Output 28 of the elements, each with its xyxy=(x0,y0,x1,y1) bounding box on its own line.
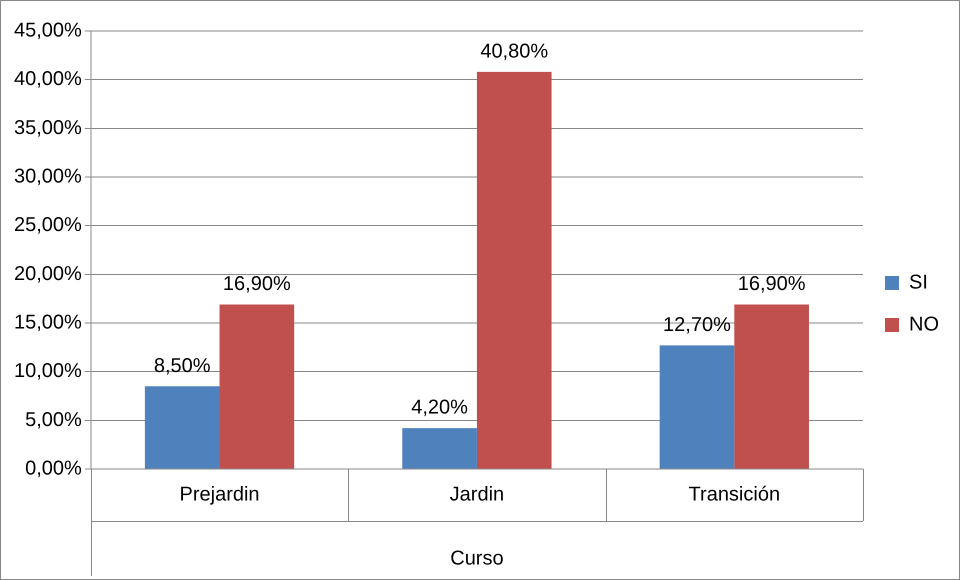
y-tick-label: 25,00% xyxy=(14,214,82,236)
y-tick-label: 30,00% xyxy=(14,166,82,188)
bar xyxy=(476,72,552,468)
x-tick-label: Prejardin xyxy=(180,484,260,506)
y-tick-label: 40,00% xyxy=(14,68,82,90)
bar xyxy=(734,304,809,468)
y-tick-label: 45,00% xyxy=(14,20,82,42)
data-label: 8,50% xyxy=(154,354,211,377)
legend-label: NO xyxy=(909,314,939,336)
data-label: 40,80% xyxy=(480,40,548,62)
data-label: 4,20% xyxy=(411,396,468,419)
y-tick-label: 35,00% xyxy=(14,116,82,139)
y-tick-label: 5,00% xyxy=(25,408,82,431)
y-tick-label: 0,00% xyxy=(25,458,82,480)
data-label: 16,90% xyxy=(222,273,291,296)
bar xyxy=(144,386,220,468)
x-axis-title: Curso xyxy=(450,548,504,570)
y-tick-label: 15,00% xyxy=(14,312,82,334)
x-tick-label: Transición xyxy=(688,484,780,506)
y-tick-label: 20,00% xyxy=(14,262,82,285)
bar xyxy=(220,304,294,468)
data-label: 16,90% xyxy=(738,273,806,296)
bar xyxy=(402,428,477,468)
bar xyxy=(660,345,734,468)
legend-label: SI xyxy=(909,272,928,294)
x-tick-label: Jardin xyxy=(450,484,504,506)
y-tick-label: 10,00% xyxy=(14,360,82,382)
data-label: 12,70% xyxy=(663,314,732,336)
